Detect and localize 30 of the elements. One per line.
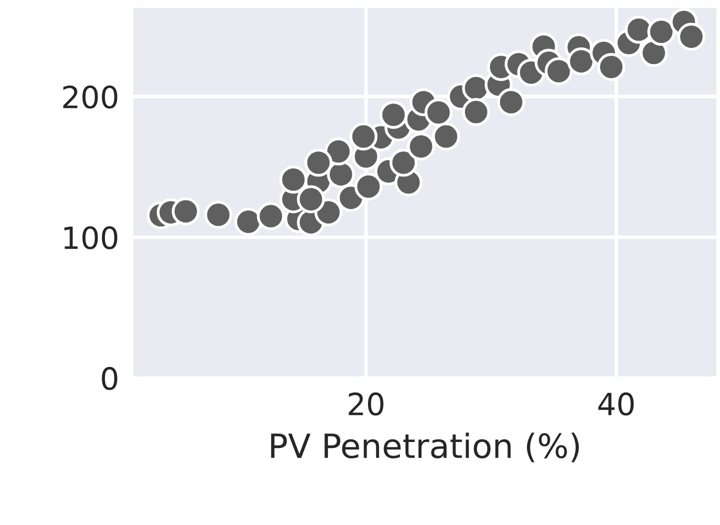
point [380, 100, 408, 129]
point [497, 88, 526, 116]
point [567, 47, 596, 76]
y-tick-label: 200 [63, 85, 118, 109]
point [647, 18, 676, 46]
point [304, 148, 332, 177]
point [640, 38, 668, 67]
x-tick-label: 20 [348, 392, 384, 416]
point [256, 202, 285, 230]
x-axis-title: PV Penetration (%) [271, 432, 579, 462]
point [624, 16, 653, 44]
point [432, 122, 460, 151]
point [204, 200, 232, 229]
point [390, 148, 418, 177]
point [234, 208, 262, 236]
point [324, 137, 352, 166]
point [172, 197, 200, 226]
point [462, 98, 490, 126]
point [677, 22, 706, 51]
x-tick-label: 40 [598, 392, 634, 416]
point [354, 172, 382, 201]
point [296, 185, 325, 214]
point [544, 57, 573, 86]
point [279, 166, 308, 194]
y-tick-label: 0 [102, 366, 118, 390]
point [407, 132, 436, 160]
point [597, 52, 626, 81]
point [424, 98, 453, 126]
point [349, 122, 378, 151]
y-tick-label: 100 [64, 226, 118, 250]
